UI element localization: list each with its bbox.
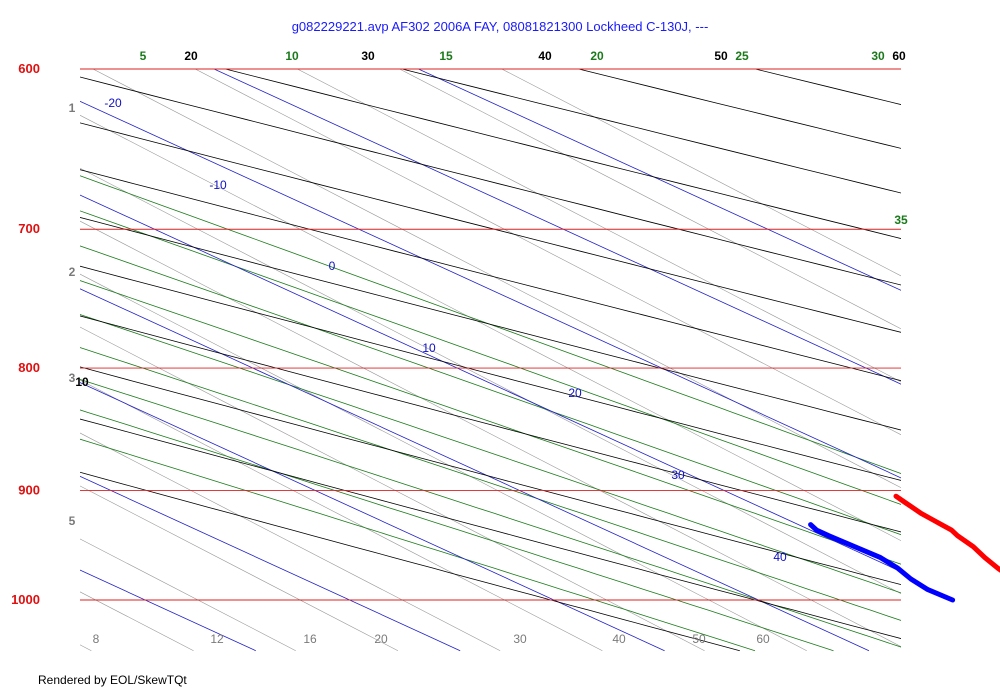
isotherm-label: 0	[329, 259, 336, 273]
mixing-ratio-line	[80, 644, 92, 651]
dry-adiabat-label: 30	[361, 49, 375, 63]
dry-adiabat-line	[80, 315, 901, 533]
moist-adiabat-label: 20	[590, 49, 604, 63]
moist-adiabat-line	[80, 378, 901, 648]
dry-adiabat-line	[80, 217, 901, 431]
moist-adiabat-line	[80, 245, 901, 536]
isotherm-line	[417, 69, 901, 291]
dry-adiabat-label: 20	[184, 49, 198, 63]
mixing-ratio-line	[80, 538, 296, 651]
dry-adiabat-line	[577, 69, 901, 149]
isotherm-line	[80, 100, 901, 479]
mixing-ratio-line	[80, 273, 807, 651]
moist-adiabat-label: 15	[439, 49, 453, 63]
dry-adiabat-label: 10	[75, 375, 89, 389]
dry-adiabat-line	[223, 69, 901, 239]
moist-adiabat-label: 25	[735, 49, 749, 63]
altitude-label: 1	[69, 101, 76, 115]
pressure-label-600: 600	[18, 61, 40, 76]
isotherm-label: 10	[422, 341, 436, 355]
mixing-ratio-line	[296, 69, 901, 383]
mixing-ratio-label: 20	[374, 632, 388, 646]
moist-adiabat-line	[80, 347, 901, 621]
mixing-ratio-label: 50	[692, 632, 706, 646]
isotherm-line	[0, 0, 51, 651]
moist-adiabat-label: 5	[140, 49, 147, 63]
isotherm-label: 40	[773, 550, 787, 564]
isotherm-line	[80, 288, 870, 652]
isotherm-line	[80, 382, 665, 652]
mixing-ratio-line	[398, 69, 901, 330]
dewpoint-trace	[808, 522, 956, 603]
isotherm-label: -20	[104, 96, 122, 110]
mixing-ratio-line	[501, 69, 901, 277]
mixing-ratio-label: 16	[303, 632, 317, 646]
mixing-ratio-line	[80, 167, 901, 594]
chart-title: g082229221.avp AF302 2006A FAY, 08081821…	[292, 19, 709, 34]
dry-adiabat-line	[753, 69, 901, 105]
moist-adiabat-line	[80, 280, 901, 565]
moist-adiabat-label: 30	[871, 49, 885, 63]
altitude-label: 3	[69, 371, 76, 385]
axis-labels: 600 700 800 900 1000 -20 -10 0 10 20 30 40 20 30 40 50 6…	[11, 49, 908, 646]
dry-adiabat-line	[80, 122, 901, 333]
mixing-ratio-line	[194, 69, 901, 436]
moist-adiabat-line	[80, 409, 834, 652]
moist-adiabat-line	[80, 438, 756, 652]
moist-adiabat-line	[80, 314, 901, 594]
pressure-label-800: 800	[18, 360, 40, 375]
pressure-label-900: 900	[18, 482, 40, 497]
moist-adiabat-line	[80, 175, 901, 474]
dry-adiabat-line	[80, 418, 901, 640]
mixing-ratio-line	[80, 220, 901, 647]
mixing-ratio-line	[80, 591, 194, 651]
dry-adiabat-line	[80, 76, 901, 286]
moist-adiabat-label: 35	[894, 213, 908, 227]
mixing-ratio-line	[80, 379, 603, 651]
mixing-ratio-label: 12	[210, 632, 224, 646]
isotherm-line	[80, 475, 461, 652]
dry-adiabat-line	[80, 366, 901, 586]
footer-credit: Rendered by EOL/SkewTQt	[38, 673, 187, 687]
mixing-ratio-line	[80, 114, 901, 542]
pressure-label-700: 700	[18, 221, 40, 236]
dry-adiabat-label: 40	[538, 49, 552, 63]
dry-adiabat-line	[80, 169, 901, 382]
moist-adiabat-label: 10	[285, 49, 299, 63]
mixing-ratio-lines	[80, 69, 901, 651]
dry-adiabat-label: 60	[892, 49, 906, 63]
temperature-trace	[893, 493, 1000, 573]
isotherm-line	[80, 569, 256, 652]
dry-adiabats	[80, 69, 901, 652]
dry-adiabat-label: 50	[714, 49, 728, 63]
altitude-label: 2	[69, 265, 76, 279]
moist-adiabat-line	[80, 210, 901, 505]
dry-adiabat-line	[400, 69, 901, 194]
isotherm-line	[80, 194, 901, 573]
isotherms	[0, 0, 901, 652]
moist-adiabats	[80, 175, 901, 652]
mixing-ratio-label: 8	[93, 632, 100, 646]
altitude-label: 5	[69, 514, 76, 528]
isotherm-label: -10	[209, 178, 227, 192]
mixing-ratio-label: 40	[612, 632, 626, 646]
isotherm-label: 20	[568, 386, 582, 400]
isobars	[80, 68, 901, 601]
pressure-label-1000: 1000	[11, 592, 40, 607]
mixing-ratio-line	[80, 432, 501, 651]
mixing-ratio-label: 60	[756, 632, 770, 646]
isotherm-label: 30	[671, 468, 685, 482]
dry-adiabat-line	[80, 471, 740, 652]
mixing-ratio-line	[92, 69, 901, 489]
isotherm-line	[213, 69, 901, 385]
mixing-ratio-label: 30	[513, 632, 527, 646]
dry-adiabat-line	[80, 265, 901, 481]
mixing-ratio-line	[80, 485, 399, 651]
sounding-traces	[808, 493, 1000, 603]
